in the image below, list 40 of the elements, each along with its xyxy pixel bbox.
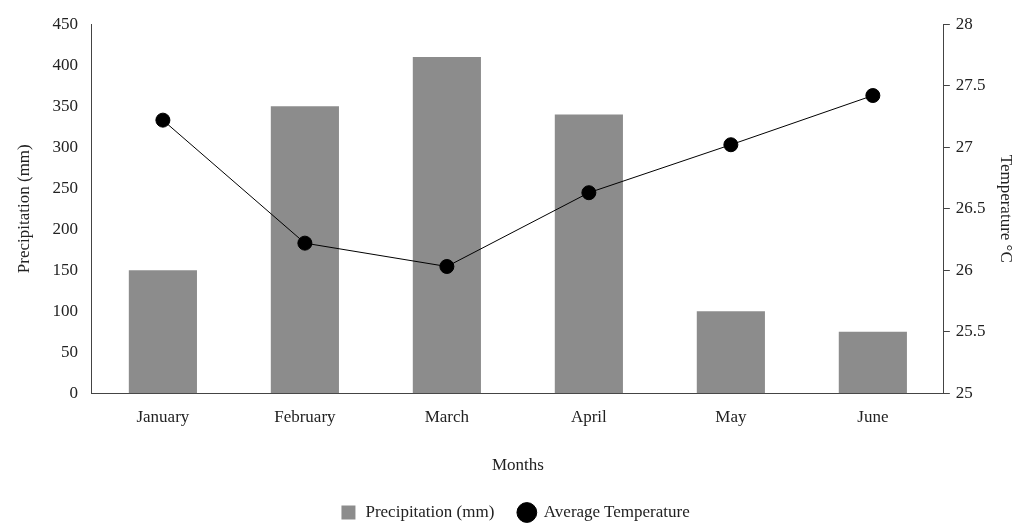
- y-tick-label: 50: [60, 341, 78, 361]
- point: [439, 259, 455, 275]
- y-tick-label: 350: [52, 95, 78, 115]
- bar: [128, 270, 197, 394]
- y-tick-label: 400: [52, 54, 78, 74]
- y-tick-label: 0: [69, 382, 78, 402]
- bar: [696, 311, 765, 394]
- y2-tick-label: 28: [955, 13, 973, 33]
- x-tick-label: March: [424, 406, 470, 426]
- point: [155, 112, 171, 128]
- x-tick-label: April: [570, 406, 608, 426]
- y-tick-label: 150: [52, 259, 78, 279]
- y-tick-label: 200: [52, 218, 78, 238]
- x-tick-label: June: [857, 406, 889, 426]
- y2-tick-label: 27: [955, 136, 974, 156]
- y-tick-label: 100: [52, 300, 78, 320]
- x-axis-title: Months: [491, 455, 544, 475]
- y2-tick-label: 25: [955, 382, 973, 402]
- y-axis-title: Precipitation (mm): [13, 144, 33, 274]
- y-tick-label: 300: [52, 136, 78, 156]
- bar: [554, 114, 623, 394]
- y2-tick-label: 25.5: [955, 321, 986, 341]
- x-tick-label: January: [136, 406, 190, 426]
- point: [297, 235, 313, 251]
- y2-tick-label: 26: [955, 259, 973, 279]
- y-tick-label: 250: [52, 177, 78, 197]
- x-tick-label: May: [715, 406, 747, 426]
- bar: [838, 331, 907, 394]
- legend-label: Average Temperature: [543, 501, 690, 521]
- bar: [412, 57, 481, 394]
- bar: [270, 106, 339, 394]
- y2-tick-label: 27.5: [955, 75, 986, 95]
- point: [581, 185, 597, 201]
- y2-axis-title: Temperature °C: [997, 154, 1017, 263]
- y2-tick-label: 26.5: [955, 198, 986, 218]
- legend-label: Precipitation (mm): [365, 501, 495, 521]
- point: [723, 137, 739, 153]
- point: [865, 88, 881, 104]
- x-tick-label: February: [274, 406, 337, 426]
- y-tick-label: 450: [52, 13, 78, 33]
